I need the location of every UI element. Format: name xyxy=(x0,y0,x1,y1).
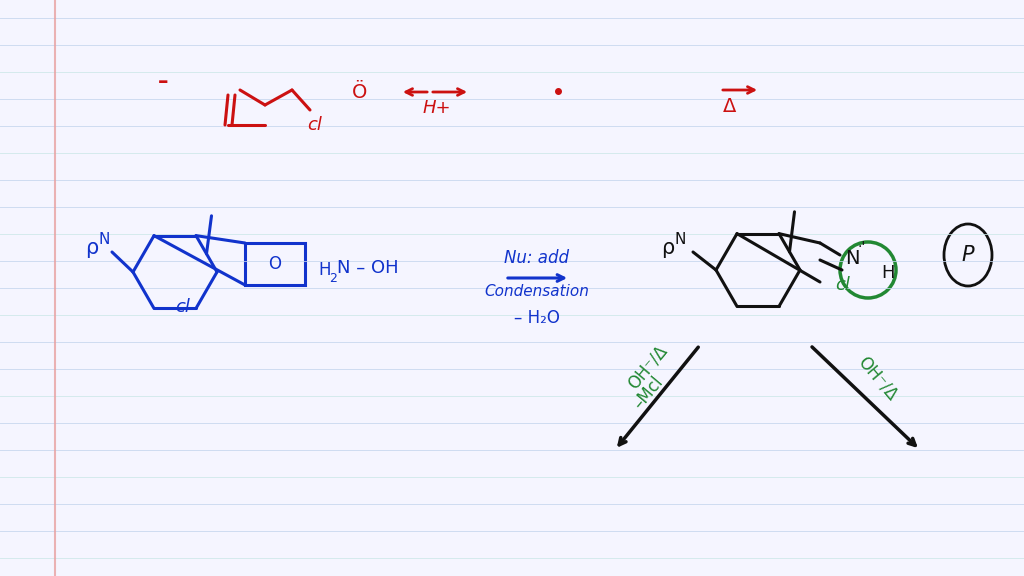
Text: H+: H+ xyxy=(423,99,452,117)
Text: H: H xyxy=(318,261,331,279)
Text: O: O xyxy=(268,255,282,273)
Text: OH⁻/Δ: OH⁻/Δ xyxy=(625,342,672,392)
Text: ρ: ρ xyxy=(662,238,675,258)
Text: Nu: add: Nu: add xyxy=(505,249,569,267)
Text: cl: cl xyxy=(307,116,323,134)
Text: H: H xyxy=(882,264,895,282)
Text: –Mcl: –Mcl xyxy=(630,373,667,413)
Text: P: P xyxy=(962,245,974,265)
Text: N – OH: N – OH xyxy=(337,259,398,277)
Text: N: N xyxy=(98,233,110,248)
Bar xyxy=(245,243,305,285)
Text: N: N xyxy=(845,248,859,267)
Text: ·': ·' xyxy=(858,240,866,254)
Text: cl: cl xyxy=(836,276,851,294)
Text: Condensation: Condensation xyxy=(484,285,590,300)
Text: OH⁻/Δ: OH⁻/Δ xyxy=(855,353,901,403)
Text: N: N xyxy=(675,233,686,248)
Text: cl: cl xyxy=(175,298,190,316)
Text: – H₂O: – H₂O xyxy=(514,309,560,327)
Text: –: – xyxy=(158,72,168,92)
Text: 2: 2 xyxy=(329,271,337,285)
Text: Δ: Δ xyxy=(723,97,736,116)
Text: ρ: ρ xyxy=(85,238,98,258)
Text: Ö: Ö xyxy=(352,84,368,103)
